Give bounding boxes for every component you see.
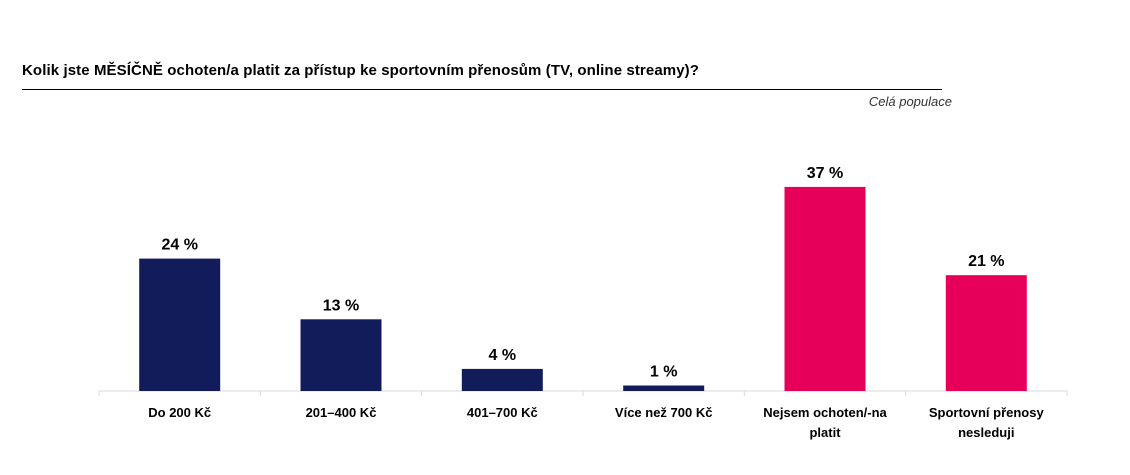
- category-label: 201–400 Kč: [306, 405, 377, 420]
- category-label: Více než 700 Kč: [615, 405, 713, 420]
- category-label: Sportovní přenosy: [929, 405, 1045, 420]
- bar: [623, 385, 705, 391]
- title-divider: [22, 89, 942, 90]
- bar: [945, 275, 1027, 391]
- chart-title: Kolik jste MĚSÍČNĚ ochoten/a platit za p…: [22, 62, 699, 79]
- bar-value-label: 1 %: [650, 364, 678, 381]
- bar: [139, 258, 221, 391]
- bar-value-label: 37 %: [807, 165, 843, 182]
- category-label: nesleduji: [958, 425, 1014, 440]
- bar-value-label: 21 %: [968, 253, 1004, 270]
- category-label: 401–700 Kč: [467, 405, 538, 420]
- category-label: platit: [809, 425, 841, 440]
- bar-value-label: 24 %: [161, 237, 197, 254]
- bar: [784, 186, 866, 391]
- bar: [300, 319, 382, 391]
- bar-value-label: 4 %: [489, 347, 517, 364]
- chart-subtitle: Celá populace: [868, 94, 952, 109]
- bar: [461, 368, 543, 391]
- category-label: Nejsem ochoten/-na: [763, 405, 887, 420]
- category-label: Do 200 Kč: [148, 405, 211, 420]
- bar-value-label: 13 %: [323, 297, 359, 314]
